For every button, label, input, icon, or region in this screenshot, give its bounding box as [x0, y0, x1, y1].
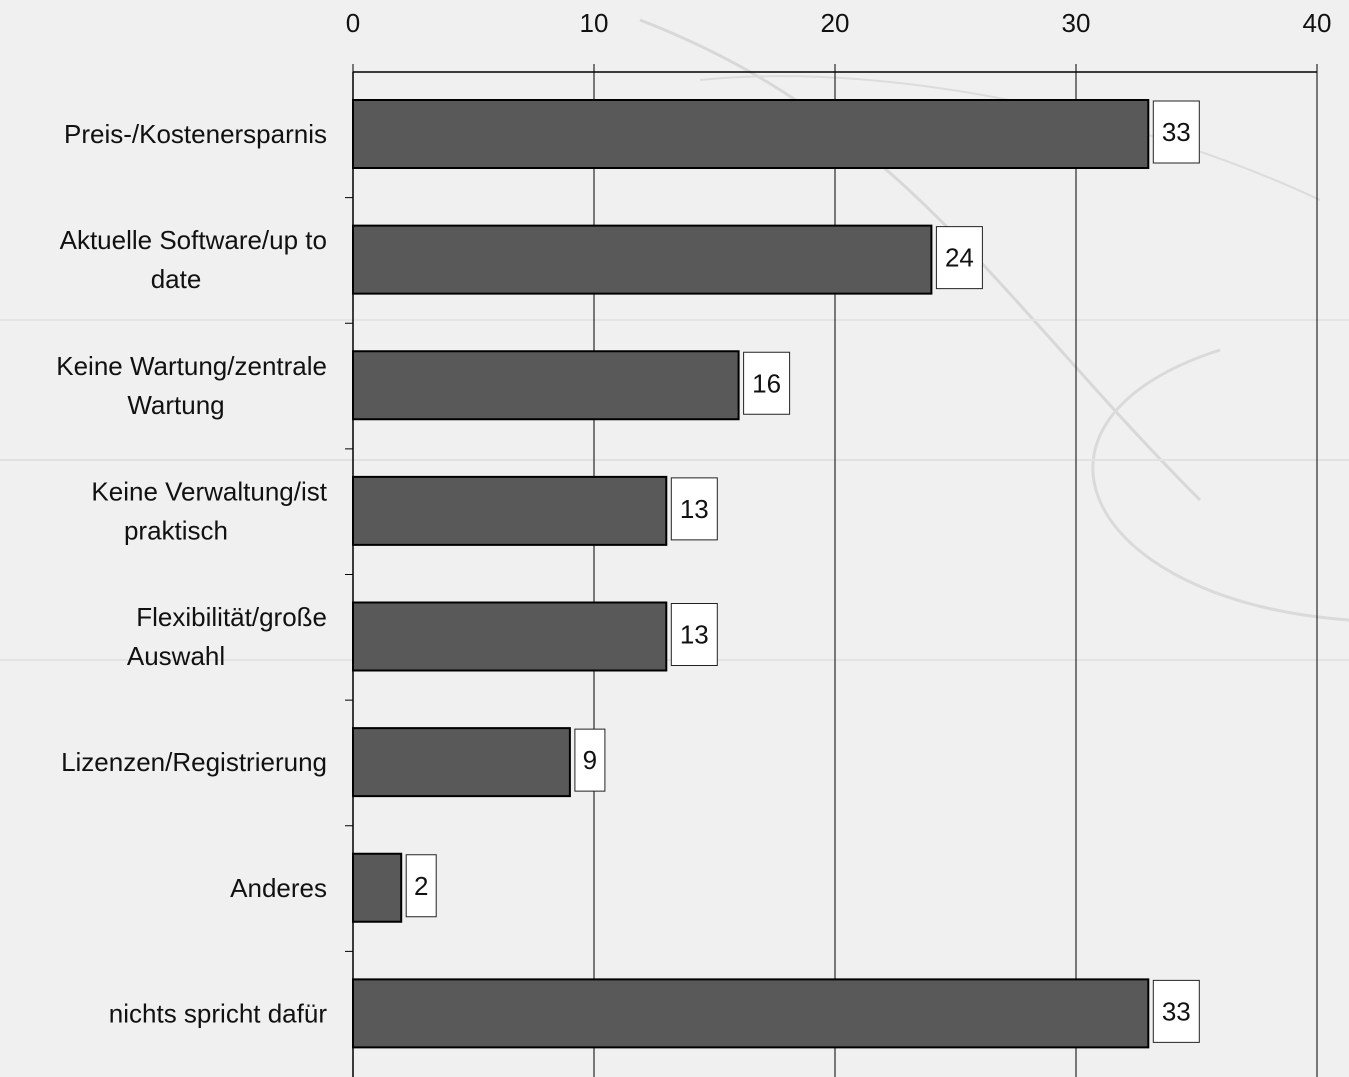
data-label-6: 2: [414, 871, 428, 901]
category-label-7: nichts spricht dafür: [109, 998, 328, 1028]
data-label-box-5: [574, 728, 606, 792]
category-label-4: Flexibilität/große Auswahl: [127, 602, 327, 671]
data-label-7: 33: [1162, 996, 1191, 1026]
data-label-2: 16: [752, 368, 781, 398]
bar-5: [352, 727, 571, 798]
bar-7: [352, 978, 1150, 1049]
bar-4: [352, 601, 668, 672]
tick-label-0: 0: [346, 8, 360, 38]
tick-label-30: 30: [1062, 8, 1091, 38]
data-label-4: 13: [680, 620, 709, 650]
data-label-5: 9: [583, 745, 597, 775]
data-label-1: 24: [945, 243, 974, 273]
data-label-box-3: [670, 477, 718, 541]
bar-6: [352, 852, 403, 923]
bar-1: [352, 224, 933, 295]
category-label-6: Anderes: [230, 873, 327, 903]
category-label-1: Aktuelle Software/up to date: [60, 225, 327, 294]
data-label-0: 33: [1162, 117, 1191, 147]
bars: 33 24 16 13 13 9 2 33: [352, 99, 1200, 1049]
data-label-box-0: [1152, 100, 1200, 164]
category-label-2: Keine Wartung/zentrale Wartung: [56, 351, 327, 420]
category-labels: Preis-/Kostenersparnis Aktuelle Software/…: [56, 119, 328, 1028]
bar-3: [352, 475, 668, 546]
data-label-box-1: [935, 226, 983, 290]
data-label-box-6: [405, 854, 437, 918]
data-label-3: 13: [680, 494, 709, 524]
category-label-5: Lizenzen/Registrierung: [61, 747, 327, 777]
data-label-box-4: [670, 603, 718, 666]
tick-label-20: 20: [821, 8, 850, 38]
bar-0: [352, 99, 1150, 169]
tick-label-10: 10: [580, 8, 609, 38]
category-label-3: Keine Verwaltung/ist praktisch: [91, 476, 327, 545]
category-label-0: Preis-/Kostenersparnis: [64, 119, 327, 149]
bar-2: [352, 350, 740, 421]
data-label-box-2: [743, 351, 791, 415]
data-label-box-7: [1152, 979, 1200, 1043]
tick-label-40: 40: [1303, 8, 1332, 38]
